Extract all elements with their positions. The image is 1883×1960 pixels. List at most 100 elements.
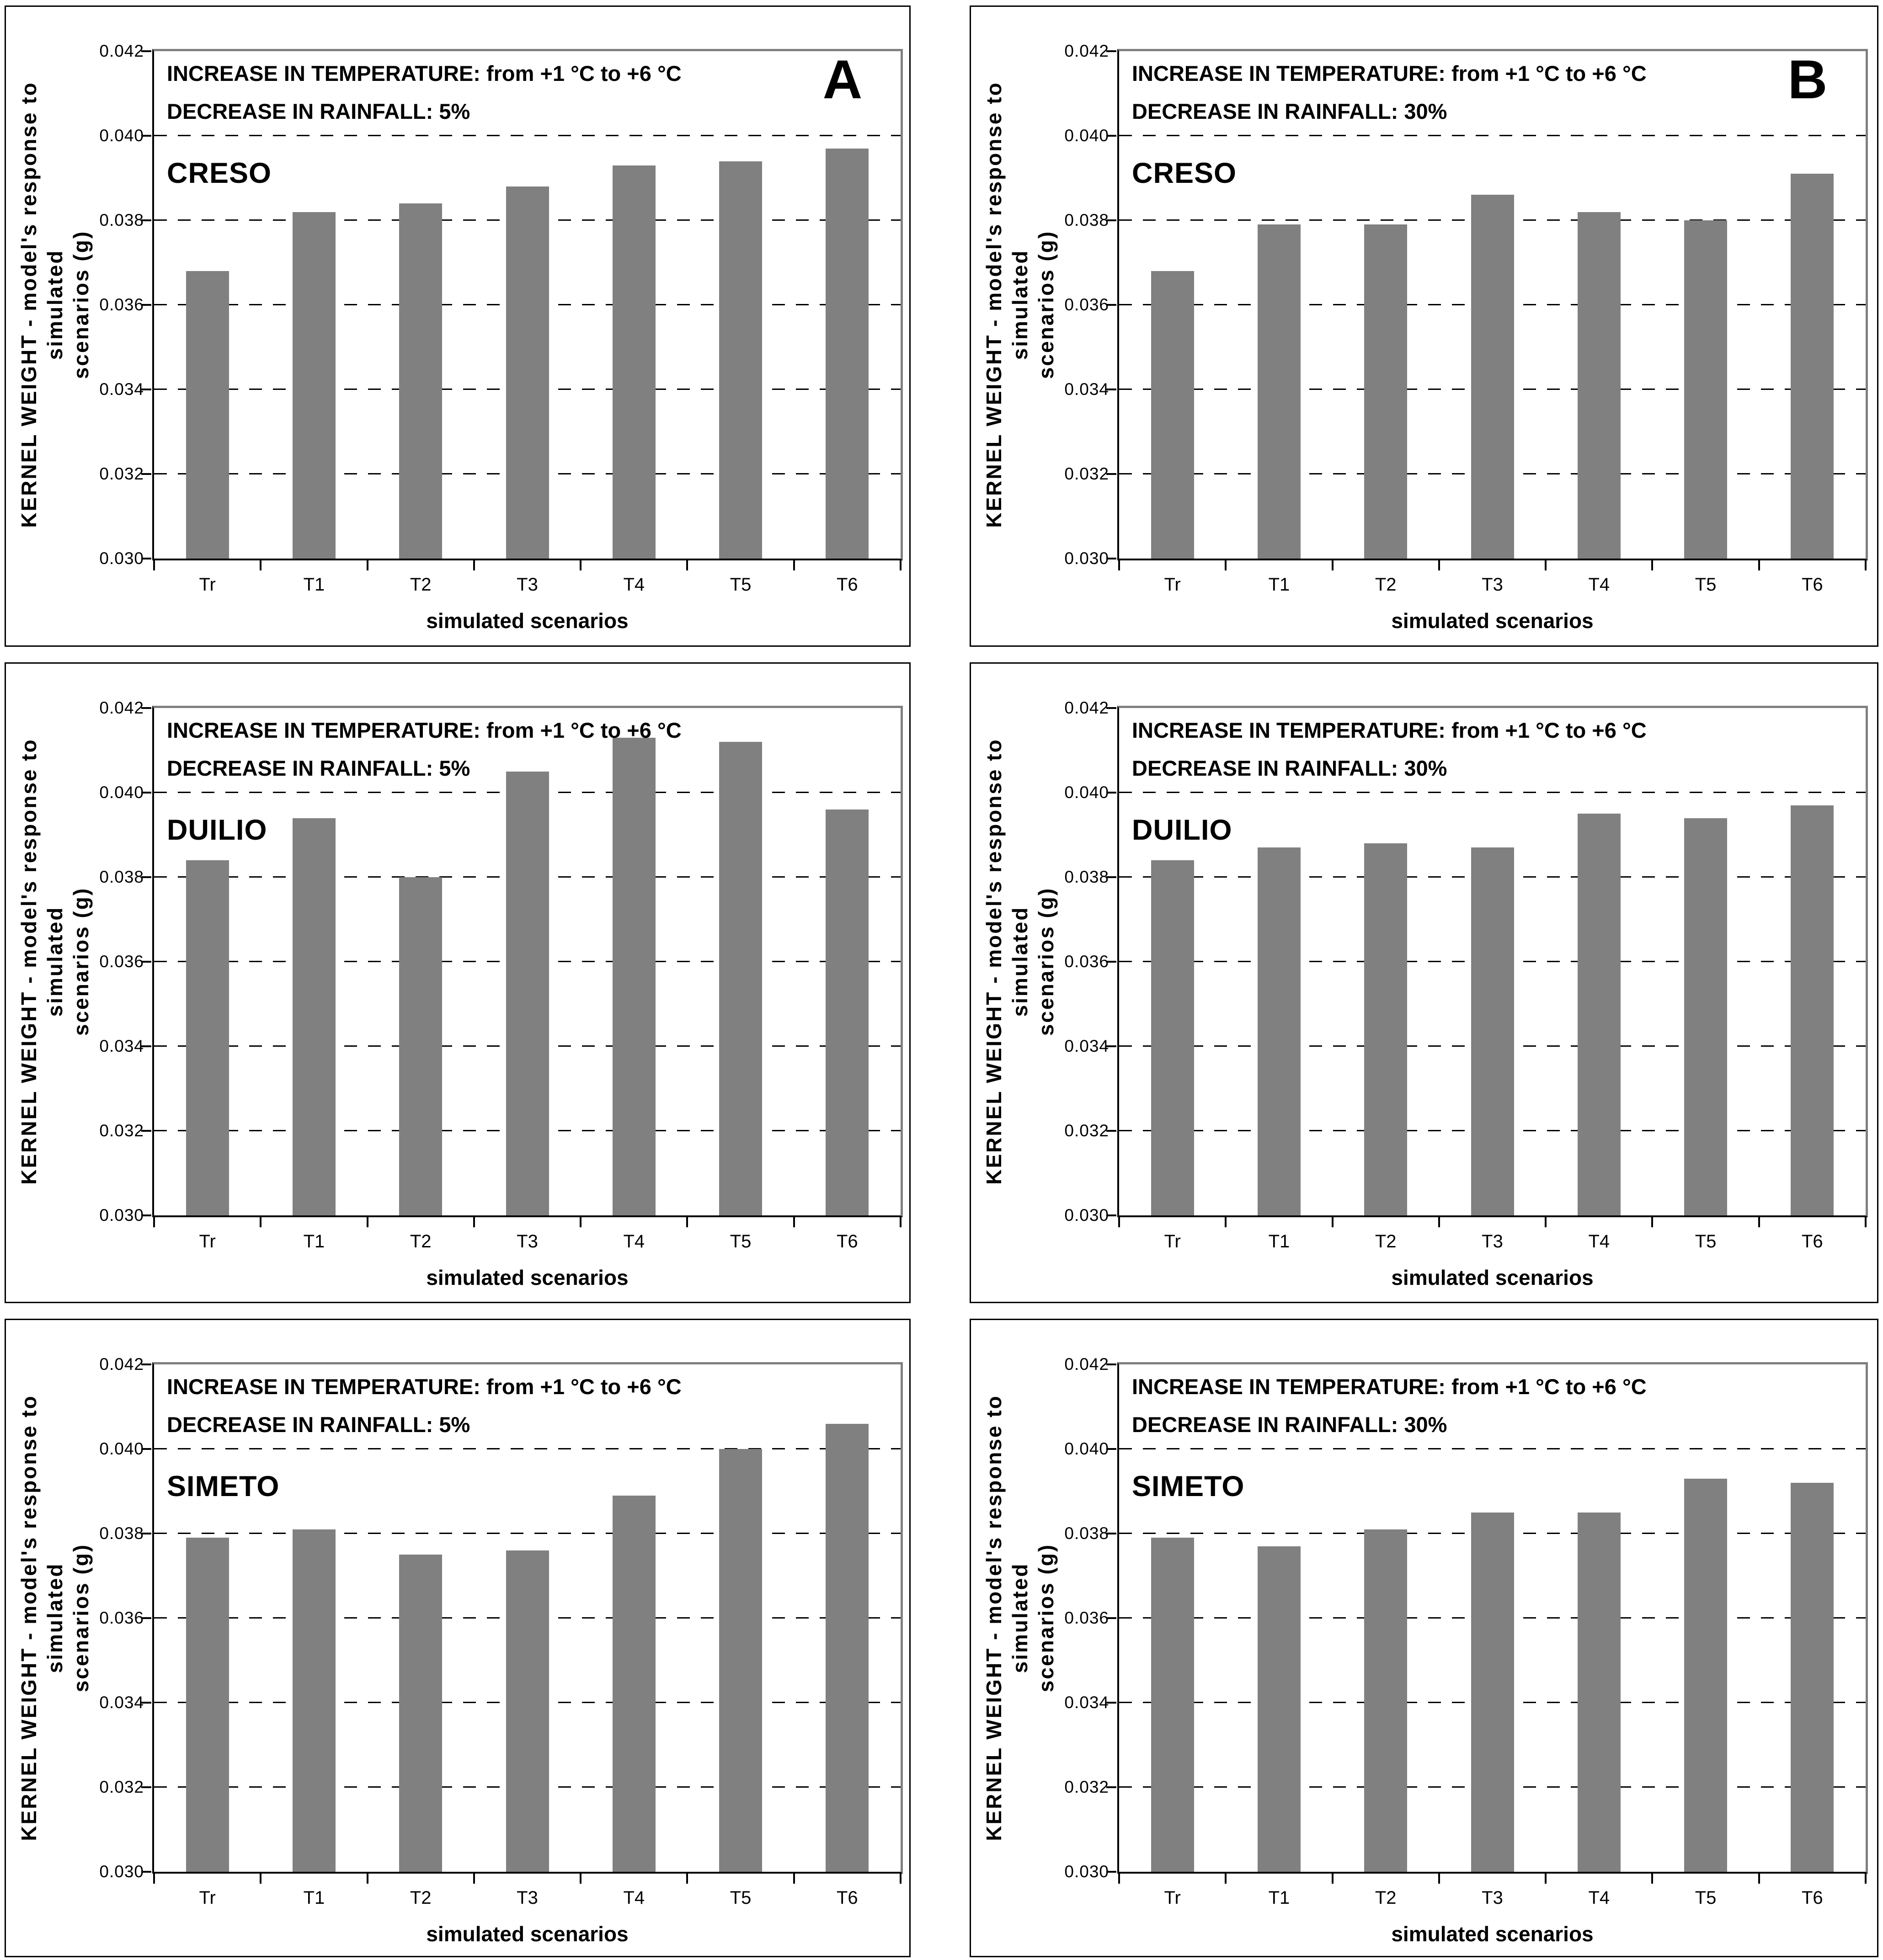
x-tick-label: T1 xyxy=(1268,1888,1290,1908)
bar-T5 xyxy=(1684,220,1728,559)
variety-label: DUILIO xyxy=(1132,814,1232,846)
y-tick-label: 0.032 xyxy=(1064,1778,1109,1796)
chart-panel-simeto-a: KERNEL WEIGHT - model's response to simu… xyxy=(5,1319,911,1957)
y-tick-mark xyxy=(1106,1617,1116,1619)
y-tick-mark xyxy=(141,1130,151,1132)
y-tick-mark xyxy=(1106,1130,1116,1132)
y-tick-label: 0.034 xyxy=(99,1037,144,1055)
x-tick-mark xyxy=(366,1874,368,1884)
rainfall-note: DECREASE IN RAINFALL: 5% xyxy=(167,99,470,123)
bar-T1 xyxy=(1257,847,1301,1215)
bar-Tr xyxy=(186,1538,229,1872)
x-tick-label: T2 xyxy=(1375,575,1397,595)
y-tick-label: 0.030 xyxy=(1064,549,1109,568)
bar-T5 xyxy=(1684,818,1728,1215)
x-tick-mark xyxy=(793,1217,795,1227)
y-tick-mark xyxy=(1106,1871,1116,1873)
x-tick-mark xyxy=(580,560,582,570)
panel-letter: A xyxy=(822,49,863,110)
y-tick-mark xyxy=(141,473,151,475)
rainfall-note: DECREASE IN RAINFALL: 5% xyxy=(167,756,470,780)
y-tick-label: 0.032 xyxy=(99,1778,144,1796)
gridline xyxy=(1119,792,1866,793)
gridline xyxy=(1119,135,1866,136)
y-tick-mark xyxy=(1106,1045,1116,1047)
x-tick-mark xyxy=(580,1217,582,1227)
gridline xyxy=(1119,1448,1866,1449)
x-tick-label: T5 xyxy=(730,1888,752,1908)
y-tick-mark xyxy=(1106,1702,1116,1704)
x-tick-label: T5 xyxy=(730,1231,752,1252)
x-tick-mark xyxy=(1331,1217,1334,1227)
bar-T6 xyxy=(1791,1483,1834,1872)
bar-Tr xyxy=(186,860,229,1215)
y-tick-mark xyxy=(141,219,151,221)
bar-T4 xyxy=(612,1496,656,1872)
x-tick-mark xyxy=(1545,1874,1547,1884)
y-tick-mark xyxy=(1106,1363,1116,1365)
y-tick-mark xyxy=(1106,1786,1116,1788)
x-tick-mark xyxy=(1865,560,1867,570)
bar-T2 xyxy=(1364,843,1408,1215)
x-tick-mark xyxy=(1651,1874,1654,1884)
bar-T4 xyxy=(612,165,656,559)
x-tick-mark xyxy=(900,1874,901,1884)
y-tick-mark xyxy=(1106,707,1116,709)
y-tick-label: 0.034 xyxy=(1064,1693,1109,1712)
x-tick-mark xyxy=(1438,560,1440,570)
chart-panel-creso-b: KERNEL WEIGHT - model's response to simu… xyxy=(970,5,1878,647)
x-tick-mark xyxy=(1651,560,1654,570)
x-tick-mark xyxy=(473,1874,475,1884)
y-tick-label: 0.042 xyxy=(1064,698,1109,717)
figure-grid: KERNEL WEIGHT - model's response to simu… xyxy=(5,5,1878,1957)
x-tick-label: Tr xyxy=(1164,1888,1181,1908)
x-tick-mark xyxy=(1545,560,1547,570)
y-tick-label: 0.036 xyxy=(99,295,144,314)
annotation: INCREASE IN TEMPERATURE: from +1 °C to +… xyxy=(167,711,682,787)
bar-T3 xyxy=(1471,195,1514,559)
x-tick-label: T5 xyxy=(1695,575,1717,595)
x-tick-label: T5 xyxy=(730,575,752,595)
x-tick-label: T4 xyxy=(623,575,645,595)
x-tick-label: T3 xyxy=(517,1888,538,1908)
chart-panel-duilio-b: KERNEL WEIGHT - model's response to simu… xyxy=(970,662,1878,1303)
x-tick-label: Tr xyxy=(199,1888,216,1908)
y-tick-mark xyxy=(141,1617,151,1619)
x-tick-mark xyxy=(1225,1874,1227,1884)
bar-T2 xyxy=(399,877,443,1215)
y-tick-label: 0.034 xyxy=(1064,1037,1109,1055)
y-tick-mark xyxy=(1106,1214,1116,1216)
x-axis-title: simulated scenarios xyxy=(1391,1922,1594,1946)
x-tick-label: T1 xyxy=(303,575,325,595)
x-tick-label: T4 xyxy=(1588,1231,1610,1252)
x-tick-label: T5 xyxy=(1695,1231,1717,1252)
plot-area xyxy=(1117,1362,1868,1874)
x-tick-label: T2 xyxy=(410,1231,432,1252)
x-tick-mark xyxy=(1865,1217,1867,1227)
temperature-note: INCREASE IN TEMPERATURE: from +1 °C to +… xyxy=(1132,1374,1647,1399)
variety-label: SIMETO xyxy=(167,1470,280,1502)
x-tick-label: T4 xyxy=(623,1888,645,1908)
y-tick-label: 0.034 xyxy=(1064,380,1109,399)
x-tick-label: T4 xyxy=(1588,575,1610,595)
x-tick-label: T3 xyxy=(1482,1888,1503,1908)
x-tick-label: T3 xyxy=(1482,1231,1503,1252)
x-tick-label: T1 xyxy=(303,1888,325,1908)
x-axis-title: simulated scenarios xyxy=(426,1922,629,1946)
y-tick-mark xyxy=(141,1448,151,1450)
y-tick-mark xyxy=(141,50,151,52)
y-tick-mark xyxy=(141,1786,151,1788)
x-tick-mark xyxy=(473,1217,475,1227)
x-tick-label: T6 xyxy=(837,575,858,595)
x-tick-label: Tr xyxy=(1164,1231,1181,1252)
y-tick-label: 0.042 xyxy=(99,698,144,717)
y-tick-mark xyxy=(1106,961,1116,963)
bar-T5 xyxy=(1684,1479,1728,1872)
x-tick-mark xyxy=(686,560,688,570)
annotation: INCREASE IN TEMPERATURE: from +1 °C to +… xyxy=(167,54,682,130)
x-tick-label: T4 xyxy=(1588,1888,1610,1908)
x-tick-mark xyxy=(1758,560,1760,570)
x-tick-mark xyxy=(260,1874,262,1884)
x-tick-label: T6 xyxy=(837,1231,858,1252)
